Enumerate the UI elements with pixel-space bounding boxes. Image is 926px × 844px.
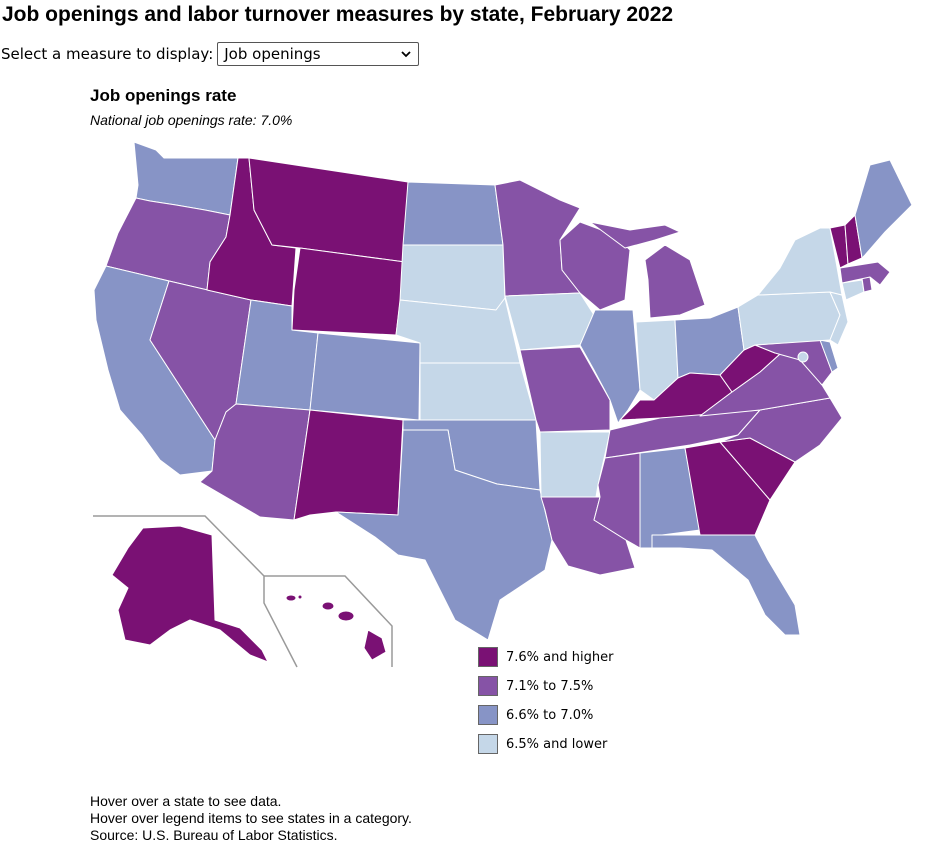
legend-swatch-c2 <box>478 676 498 696</box>
state-ak[interactable] <box>111 525 269 663</box>
map-title: Job openings rate <box>90 86 237 105</box>
hawaii-inset-frame <box>264 575 393 667</box>
page-title: Job openings and labor turnover measures… <box>2 3 674 26</box>
map-subtitle: National job openings rate: 7.0% <box>90 112 293 128</box>
state-mi-upper[interactable] <box>589 221 681 249</box>
legend: 7.6% and higher 7.1% to 7.5% 6.6% to 7.0… <box>478 646 613 762</box>
legend-item-c3[interactable]: 6.6% to 7.0% <box>478 704 613 726</box>
footnotes: Hover over a state to see data. Hover ov… <box>90 793 412 844</box>
chevron-down-icon <box>401 51 411 58</box>
footnote-hover-state: Hover over a state to see data. <box>90 793 282 809</box>
measure-select-value: Job openings <box>224 45 321 63</box>
legend-item-c2[interactable]: 7.1% to 7.5% <box>478 675 613 697</box>
state-fl[interactable] <box>651 534 801 636</box>
footnote-hover-legend: Hover over legend items to see states in… <box>90 810 412 826</box>
state-ar[interactable] <box>539 431 611 498</box>
state-nm[interactable] <box>293 409 404 521</box>
state-hi[interactable] <box>285 594 387 661</box>
state-ia[interactable] <box>504 292 595 351</box>
state-ma[interactable] <box>839 261 891 286</box>
legend-swatch-c3 <box>478 705 498 725</box>
state-ks[interactable] <box>419 362 537 421</box>
measure-label: Select a measure to display: <box>1 45 214 63</box>
state-de[interactable] <box>819 339 839 373</box>
legend-label: 6.6% to 7.0% <box>506 707 594 723</box>
legend-label: 7.6% and higher <box>506 649 614 665</box>
state-il[interactable] <box>579 309 641 424</box>
state-dc[interactable] <box>797 351 809 363</box>
footnote-source: Source: U.S. Bureau of Labor Statistics. <box>90 827 338 843</box>
state-me[interactable] <box>854 159 913 259</box>
measure-select[interactable]: Job openings <box>217 42 420 66</box>
legend-swatch-c4 <box>478 734 498 754</box>
measure-selector-row: Select a measure to display: Job opening… <box>1 41 420 67</box>
legend-swatch-c1 <box>478 647 498 667</box>
state-tx[interactable] <box>335 429 553 641</box>
legend-item-c4[interactable]: 6.5% and lower <box>478 733 613 755</box>
legend-item-c1[interactable]: 7.6% and higher <box>478 646 613 668</box>
legend-label: 6.5% and lower <box>506 736 608 752</box>
state-co[interactable] <box>309 332 421 421</box>
state-ga[interactable] <box>684 441 771 536</box>
legend-label: 7.1% to 7.5% <box>506 678 594 694</box>
state-ny[interactable] <box>757 227 843 296</box>
state-ct[interactable] <box>841 279 865 301</box>
state-sd[interactable] <box>399 244 506 311</box>
state-mi[interactable] <box>644 244 706 319</box>
state-wy[interactable] <box>291 247 406 336</box>
state-nd[interactable] <box>402 181 504 246</box>
state-ri[interactable] <box>861 276 873 293</box>
state-wi[interactable] <box>559 221 631 311</box>
